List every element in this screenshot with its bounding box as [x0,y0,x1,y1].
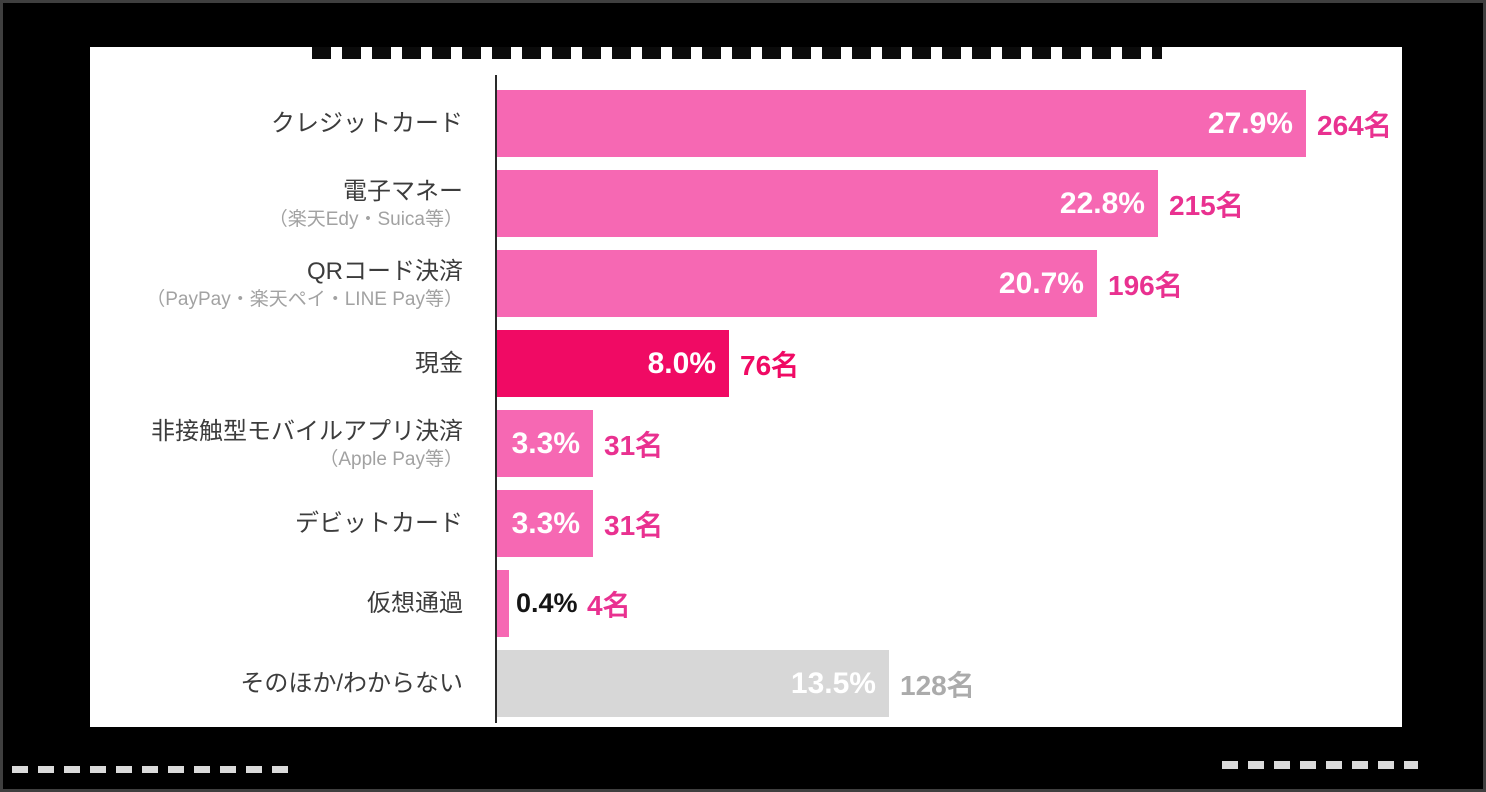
bar-percent-label: 3.3% [511,426,580,460]
bar-count-label: 196名 [1108,269,1183,301]
category-label-text: 電子マネー [343,177,463,205]
category-sublabel: （Apple Pay等） [319,448,463,470]
bar-percent-label: 13.5% [790,666,876,700]
category-label-text: 仮想通過 [367,589,463,617]
category-label: QRコード決済 （PayPay・楽天ペイ・LINE Pay等） [90,250,480,317]
category-sublabel: （楽天Edy・Suica等） [268,208,463,230]
category-label: デビットカード [90,490,480,557]
bar-percent-label: 3.3% [511,506,580,540]
bar-percent-label: 0.4% [516,588,578,618]
bar-count-label: 264名 [1317,109,1392,141]
category-label: クレジットカード [90,90,480,157]
obscured-footer-note-right [1222,761,1418,769]
bar-count-label: 215名 [1169,189,1244,221]
bar-percent-label: 27.9% [1207,106,1293,140]
data-bar: 22.8% [497,170,1158,237]
data-bar: 20.7% [497,250,1097,317]
bar-percent-label: 20.7% [998,266,1084,300]
category-label: 非接触型モバイルアプリ決済 （Apple Pay等） [90,410,480,477]
data-bar: 3.3% [497,410,593,477]
bar-count-label: 31名 [604,509,664,541]
category-label-text: 現金 [415,349,463,377]
category-label: そのほか/わからない [90,650,480,717]
bar-percent-label: 22.8% [1059,186,1145,220]
data-bar [497,570,509,637]
chart-panel: クレジットカード 27.9% 264名電子マネー （楽天Edy・Suica等） 22.8… [90,47,1402,727]
data-bar: 13.5% [497,650,889,717]
category-label: 電子マネー （楽天Edy・Suica等） [90,170,480,237]
category-label-text: QRコード決済 [307,257,463,285]
category-label-text: デビットカード [295,509,463,537]
data-bar: 27.9% [497,90,1306,157]
category-label-text: そのほか/わからない [240,669,463,697]
category-label-text: クレジットカード [271,109,463,137]
data-bar: 8.0% [497,330,729,397]
category-label: 仮想通過 [90,570,480,637]
category-label: 現金 [90,330,480,397]
obscured-footer-note-left [12,766,294,773]
bar-count-label: 4名 [587,589,631,621]
category-axis-line [495,75,497,723]
data-bar: 3.3% [497,490,593,557]
bar-count-label: 31名 [604,429,664,461]
bar-count-label: 128名 [900,669,975,701]
bar-percent-label: 8.0% [647,346,716,380]
category-label-text: 非接触型モバイルアプリ決済 [151,417,463,445]
obscured-chart-title [312,47,1162,59]
bar-count-label: 76名 [740,349,800,381]
category-sublabel: （PayPay・楽天ペイ・LINE Pay等） [146,288,463,310]
